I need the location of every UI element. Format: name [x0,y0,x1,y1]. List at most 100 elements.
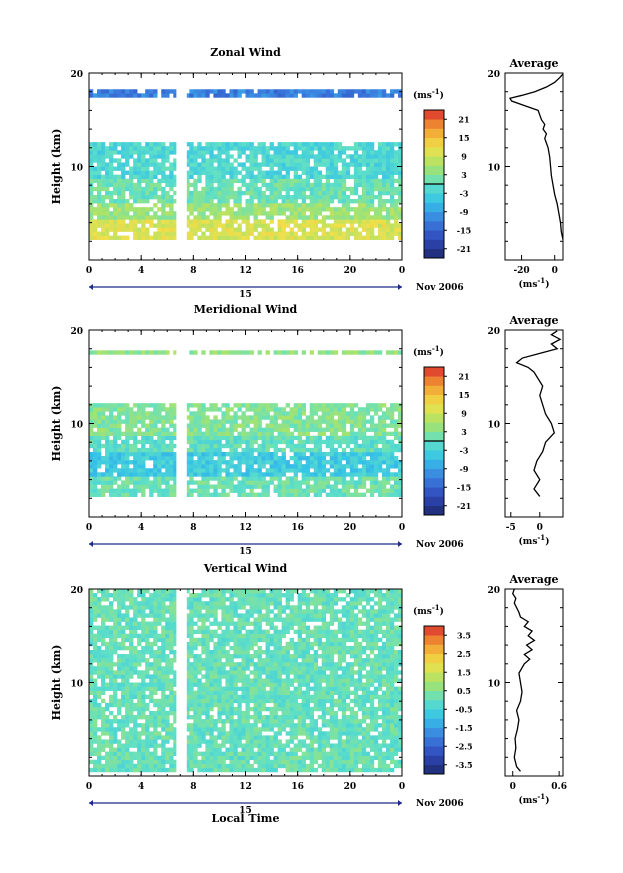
zonal-colorbar-unit: (ms-1) [413,87,444,101]
zonal-colorbar-swatch [424,202,444,213]
vertical-colorbar-label: -2.5 [455,741,472,751]
vertical-average-unit: (ms-1) [519,792,550,806]
vertical-xtick-label: 16 [291,782,304,792]
meridional-colorbar-swatch [424,468,444,479]
meridional-average-xtick-label: 0 [537,523,543,533]
zonal-day-label: 15 [239,290,252,300]
zonal-colorbar-swatch [424,230,444,240]
zonal-xtick-label: 12 [239,266,252,276]
vertical-xtick-label: 0 [399,782,405,792]
zonal-colorbar-label: 21 [458,114,469,124]
zonal-xtick-label: 0 [399,266,405,276]
vertical-colorbar-swatch [424,700,444,710]
meridional-day-label: 15 [239,547,252,557]
vertical-average-line [512,588,536,772]
meridional-date-label: Nov 2006 [416,540,464,550]
zonal-colorbar-swatch [424,119,444,129]
meridional-colorbar-swatch [424,505,444,516]
meridional-average-line [515,330,562,497]
vertical-date-label: Nov 2006 [416,799,464,809]
vertical-day-arrow-right [398,800,402,806]
meridional-colorbar-label: -15 [457,482,471,492]
zonal-colorbar-swatch [424,147,444,157]
meridional-xtick-label: 20 [344,523,357,533]
meridional-colorbar-label: -3 [460,445,469,455]
zonal-colorbar-label: 9 [461,151,467,161]
vertical-colorbar-swatch [424,764,444,775]
vertical-xtick-label: 4 [138,782,144,792]
meridional-colorbar-swatch [424,376,444,386]
vertical-colorbar-swatch [424,709,444,719]
zonal-colorbar-swatch [424,174,444,185]
vertical-colorbar-swatch [424,644,444,655]
zonal-colorbar-label: -15 [457,225,471,235]
meridional-average-xtick-label: -5 [506,523,516,533]
meridional-xtick-label: 0 [399,523,405,533]
vertical-title: Vertical Wind [203,562,288,575]
zonal-ytick-label: 10 [70,164,83,174]
meridional-data-gap [176,330,187,517]
zonal-date-label: Nov 2006 [416,283,464,293]
meridional-colorbar-swatch [424,478,444,488]
vertical-colorbar-label: -1.5 [455,723,472,733]
x-axis-label: Local Time [212,812,280,825]
zonal-average-unit: (ms-1) [519,276,550,290]
meridional-colorbar-label: 21 [458,371,469,381]
meridional-colorbar-swatch [424,413,444,423]
vertical-data-gap [176,589,187,776]
vertical-average-panel: Average 10 20 0 0.6(ms-1) [487,573,567,806]
vertical-heatmap [89,589,403,776]
zonal-colorbar-swatch [424,137,444,148]
meridional-average-unit: (ms-1) [519,533,550,547]
vertical-colorbar-swatch [424,755,444,766]
zonal-colorbar-swatch [424,239,444,250]
vertical-colorbar-label: 0.5 [457,686,471,696]
vertical-colorbar-swatch [424,626,444,636]
meridional-colorbar-label: 3 [461,427,467,437]
zonal-colorbar-swatch [424,193,444,203]
vertical-colorbar-swatch [424,663,444,673]
meridional-day-arrow-left [89,541,93,547]
meridional-colorbar-swatch [424,404,444,414]
zonal-xtick-label: 8 [190,266,196,276]
meridional-average-ytick-label: 20 [487,327,500,337]
meridional-colorbar-swatch [424,459,444,470]
vertical-colorbar-swatch [424,737,444,747]
meridional-day-arrow-right [398,541,402,547]
meridional-colorbar-label: -9 [460,464,469,474]
meridional-colorbar-swatch [424,385,444,396]
vertical-colorbar-swatch [424,672,444,682]
vertical-colorbar-label: 2.5 [457,649,471,659]
vertical-average-frame [504,588,564,777]
zonal-colorbar-swatch [424,110,444,120]
vertical-xtick-label: 0 [86,782,92,792]
meridional-colorbar-swatch [424,441,444,451]
meridional-colorbar-unit: (ms-1) [413,344,444,358]
zonal-colorbar-label: 15 [458,133,469,143]
vertical-colorbar-swatch [424,718,444,729]
meridional-ylabel: Height (km) [50,386,63,462]
zonal-colorbar-swatch [424,165,444,176]
vertical-colorbar-label: -3.5 [455,760,472,770]
zonal-panel: Zonal Wind 0 4 8 12 16 20 0 10 20 Height (km) 15 Nov… [50,46,564,300]
zonal-xtick-label: 4 [138,266,144,276]
zonal-heatmap [89,73,403,260]
meridional-colorbar-swatch [424,422,444,433]
vertical-colorbar-swatch [424,681,444,692]
zonal-day-arrow-right [398,284,402,290]
vertical-xtick-label: 20 [344,782,357,792]
vertical-average-xtick-label: 0 [510,782,516,792]
meridional-colorbar-swatch [424,496,444,507]
vertical-ylabel: Height (km) [50,645,63,721]
vertical-xtick-label: 12 [239,782,252,792]
vertical-xtick-label: 8 [190,782,196,792]
vertical-colorbar-label: 1.5 [457,667,471,677]
zonal-colorbar-label: -9 [460,207,469,217]
meridional-xtick-label: 8 [190,523,196,533]
zonal-colorbar-label: -3 [460,188,469,198]
meridional-colorbar-label: -21 [457,501,471,511]
vertical-average-ytick-label: 10 [487,680,500,690]
vertical-colorbar-swatch [424,653,444,664]
meridional-xtick-label: 0 [86,523,92,533]
zonal-ylabel: Height (km) [50,129,63,205]
